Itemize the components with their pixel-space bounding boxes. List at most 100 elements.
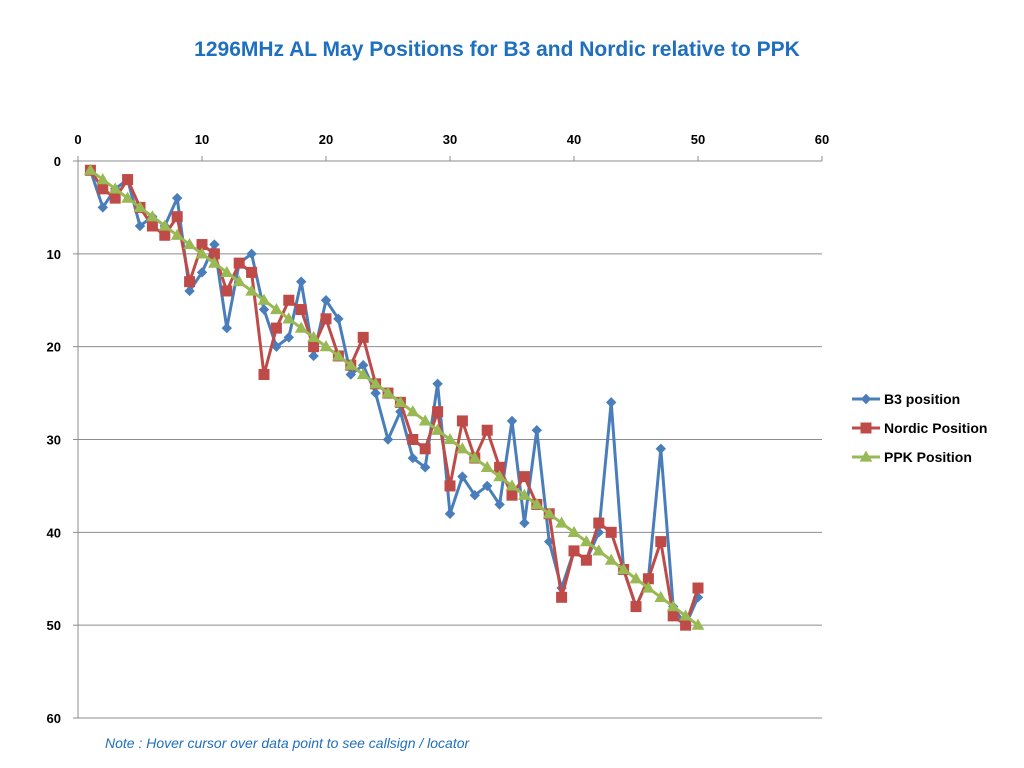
data-point[interactable]: [184, 285, 195, 297]
data-point[interactable]: [568, 545, 580, 557]
data-point[interactable]: [407, 452, 419, 464]
data-point[interactable]: [457, 471, 468, 482]
data-point[interactable]: [592, 544, 606, 556]
data-point[interactable]: [369, 377, 382, 389]
data-point[interactable]: [444, 480, 456, 492]
data-point[interactable]: [195, 247, 209, 259]
data-point[interactable]: [333, 313, 344, 325]
data-point[interactable]: [605, 397, 617, 408]
data-point[interactable]: [121, 191, 134, 203]
data-point[interactable]: [233, 257, 245, 269]
data-point[interactable]: [432, 378, 443, 390]
data-point[interactable]: [307, 330, 320, 343]
data-point[interactable]: [221, 285, 233, 297]
data-point[interactable]: [245, 284, 258, 296]
data-point[interactable]: [332, 349, 345, 361]
data-point[interactable]: [171, 192, 183, 204]
data-point[interactable]: [506, 415, 518, 427]
data-point[interactable]: [220, 265, 234, 278]
data-point[interactable]: [580, 554, 592, 566]
data-point[interactable]: [381, 386, 395, 398]
data-point[interactable]: [604, 553, 618, 565]
data-point[interactable]: [258, 304, 270, 315]
data-point[interactable]: [282, 312, 296, 324]
data-point[interactable]: [406, 405, 420, 417]
data-point[interactable]: [518, 471, 530, 483]
data-point[interactable]: [146, 220, 158, 232]
data-point[interactable]: [257, 293, 271, 305]
data-point[interactable]: [531, 425, 543, 436]
data-point[interactable]: [642, 581, 655, 593]
data-point[interactable]: [246, 248, 257, 260]
data-point[interactable]: [655, 536, 667, 548]
data-point[interactable]: [308, 350, 319, 362]
data-point[interactable]: [320, 295, 332, 306]
data-point[interactable]: [184, 276, 196, 288]
data-point[interactable]: [122, 174, 134, 186]
data-point[interactable]: [146, 210, 159, 222]
data-point[interactable]: [679, 609, 692, 621]
data-point[interactable]: [680, 619, 692, 631]
data-point[interactable]: [605, 526, 617, 538]
data-point[interactable]: [283, 332, 295, 343]
data-point[interactable]: [295, 304, 307, 316]
data-point[interactable]: [630, 601, 642, 613]
data-point[interactable]: [519, 517, 530, 529]
data-point[interactable]: [418, 414, 432, 426]
data-point[interactable]: [196, 267, 208, 278]
data-point[interactable]: [506, 489, 518, 501]
data-point[interactable]: [270, 303, 283, 315]
data-point[interactable]: [493, 470, 506, 482]
data-point[interactable]: [655, 443, 667, 454]
data-point[interactable]: [469, 489, 481, 501]
data-point[interactable]: [481, 424, 493, 436]
data-point[interactable]: [481, 480, 493, 492]
data-point[interactable]: [159, 229, 171, 241]
data-point[interactable]: [542, 507, 556, 519]
data-point[interactable]: [593, 517, 605, 529]
data-point[interactable]: [232, 275, 246, 287]
data-point[interactable]: [171, 211, 183, 223]
data-point[interactable]: [654, 590, 668, 602]
data-point[interactable]: [530, 497, 544, 510]
data-point[interactable]: [494, 499, 505, 510]
data-point[interactable]: [108, 182, 122, 194]
data-point[interactable]: [283, 294, 295, 306]
data-point[interactable]: [258, 369, 270, 381]
data-point[interactable]: [555, 516, 568, 528]
data-point[interactable]: [133, 200, 147, 213]
data-point[interactable]: [208, 256, 221, 268]
data-point[interactable]: [691, 618, 705, 630]
data-point[interactable]: [394, 395, 407, 407]
data-point[interactable]: [344, 358, 358, 370]
data-point[interactable]: [370, 387, 381, 399]
data-point[interactable]: [480, 460, 494, 472]
data-point[interactable]: [246, 266, 258, 278]
data-point[interactable]: [295, 276, 307, 287]
data-point[interactable]: [97, 183, 109, 195]
data-point[interactable]: [456, 442, 469, 454]
data-point[interactable]: [345, 369, 357, 380]
data-point[interactable]: [629, 572, 643, 584]
data-point[interactable]: [96, 173, 110, 185]
data-point[interactable]: [692, 582, 704, 594]
data-point[interactable]: [109, 192, 121, 204]
data-point[interactable]: [221, 322, 233, 334]
data-point[interactable]: [209, 239, 220, 250]
data-point[interactable]: [84, 163, 97, 175]
data-point[interactable]: [134, 220, 146, 232]
data-point[interactable]: [357, 331, 369, 343]
data-point[interactable]: [407, 434, 419, 445]
data-point[interactable]: [667, 610, 679, 622]
data-point[interactable]: [432, 406, 444, 418]
data-point[interactable]: [431, 423, 444, 435]
data-point[interactable]: [356, 368, 370, 380]
data-point[interactable]: [271, 341, 282, 352]
data-point[interactable]: [443, 432, 457, 445]
data-point[interactable]: [419, 462, 431, 473]
data-point[interactable]: [617, 562, 630, 575]
data-point[interactable]: [270, 322, 282, 334]
data-point[interactable]: [308, 341, 320, 353]
data-point[interactable]: [556, 591, 568, 603]
data-point[interactable]: [158, 219, 172, 231]
